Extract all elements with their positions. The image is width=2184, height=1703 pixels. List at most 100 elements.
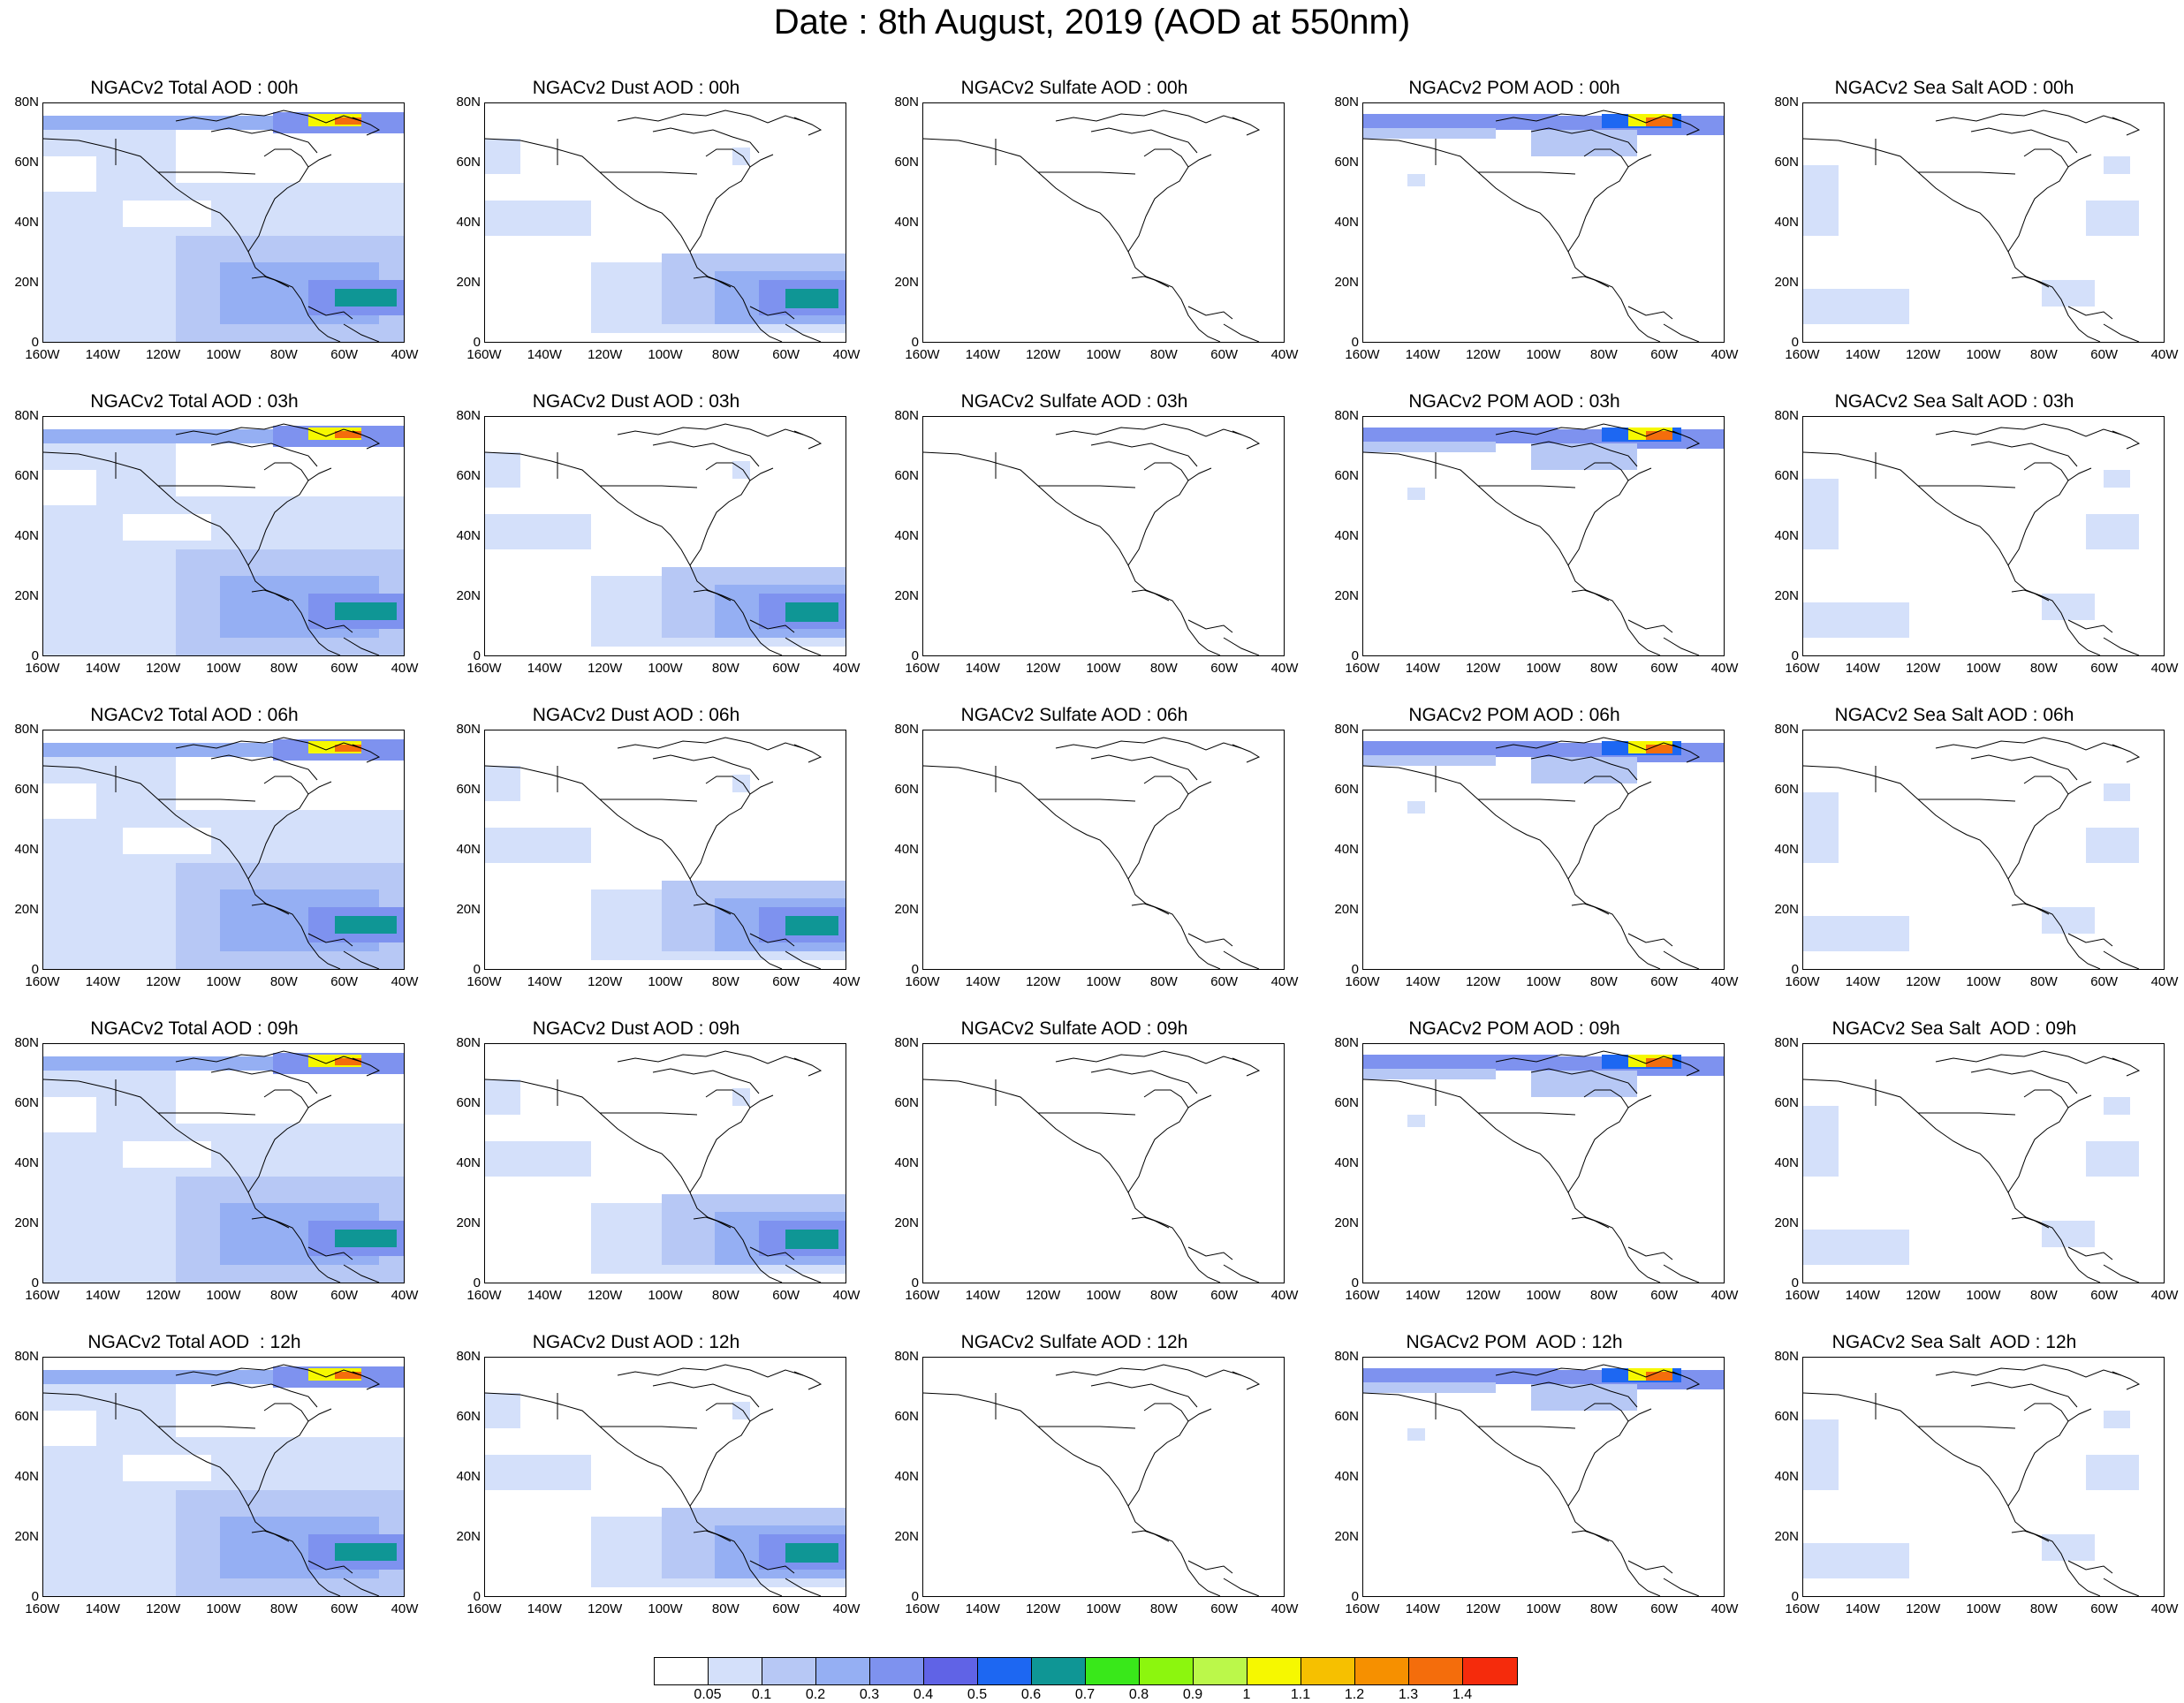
- map-svg: [923, 1050, 1261, 1283]
- lat-tick-label: 0: [911, 1275, 919, 1290]
- lon-tick-label: 120W: [1906, 1288, 1941, 1303]
- coastline-path-4: [1583, 462, 1629, 481]
- lat-tick-label: 0: [1791, 648, 1799, 663]
- lon-tick-label: 80W: [1589, 661, 1618, 676]
- lon-tick-label: 160W: [1345, 1288, 1380, 1303]
- lon-tick-label: 120W: [1906, 1601, 1941, 1616]
- coastline-path-8: [2011, 589, 2050, 602]
- panel-title: NGACv2 Sea Salt AOD : 06h: [1834, 705, 2074, 725]
- coastline-path-10: [1663, 1578, 1700, 1596]
- map-panel-total-3: NGACv2 Total AOD : 09h 80N 60N 40N 20N 0 160W 1…: [0, 1018, 418, 1322]
- colorbar-tick-label: 0.6: [1020, 1687, 1042, 1702]
- pom-aod-field-6: [1363, 755, 1496, 766]
- panel-title: NGACv2 Sulfate AOD : 12h: [960, 1332, 1188, 1352]
- lon-tick-label: 100W: [1086, 661, 1121, 676]
- lat-tick-label: 40N: [14, 1469, 39, 1484]
- coastline-path-2: [617, 423, 804, 437]
- lon-tick-label: 40W: [391, 1288, 419, 1303]
- lon-tick-label: 160W: [25, 347, 60, 362]
- coastline-path-10: [785, 323, 822, 342]
- panel-title: NGACv2 Total AOD : 03h: [90, 391, 299, 412]
- lon-tick-label: 140W: [1405, 661, 1440, 676]
- lat-tick-label: 80N: [456, 722, 481, 737]
- lat-tick-label: 20N: [456, 1215, 481, 1230]
- lon-tick-label: 120W: [1466, 974, 1501, 989]
- coastline-path-5: [793, 117, 823, 136]
- map-svg: [43, 737, 404, 969]
- coastline-path-5: [352, 1057, 381, 1077]
- colorbar-swatch-3: [816, 1658, 870, 1684]
- coastline-path-3: [1530, 1068, 1638, 1094]
- lat-tick-label: 60N: [14, 468, 39, 483]
- lon-tick-label: 60W: [1210, 1601, 1239, 1616]
- map-svg: [43, 423, 404, 655]
- map-svg: [485, 737, 846, 969]
- seasalt-aod-field-4: [2104, 1411, 2130, 1428]
- lat-tick-label: 80N: [456, 1349, 481, 1364]
- coastline-path-3: [1090, 1068, 1198, 1094]
- lon-tick-label: 60W: [1210, 347, 1239, 362]
- lat-tick-label: 20N: [1774, 1215, 1799, 1230]
- coastline-path-10: [1223, 637, 1260, 655]
- lon-tick-label: 140W: [1405, 1288, 1440, 1303]
- coastline-path-6: [158, 1112, 256, 1116]
- coastline-path-1: [689, 781, 774, 880]
- lon-tick-label: 140W: [965, 661, 1000, 676]
- coastline-path-9: [1187, 619, 1233, 633]
- lon-tick-label: 40W: [2150, 661, 2179, 676]
- lon-tick-label: 60W: [772, 1288, 800, 1303]
- seasalt-aod-field-2: [2086, 828, 2139, 863]
- coastline-path-3: [1970, 127, 2078, 154]
- map-svg: [485, 110, 846, 342]
- dust-aod-field-0: [485, 1141, 591, 1177]
- lon-tick-label: 140W: [1405, 1601, 1440, 1616]
- lat-tick-label: 20N: [894, 588, 919, 603]
- colorbar: [654, 1657, 1518, 1685]
- pom-aod-field-7: [1407, 1428, 1425, 1441]
- coastline-path-1: [1127, 154, 1212, 253]
- coastline-path-9: [307, 1560, 353, 1574]
- lon-tick-label: 100W: [648, 974, 683, 989]
- coastline-path-6: [600, 799, 698, 802]
- lon-tick-label: 60W: [330, 347, 359, 362]
- lon-tick-label: 120W: [1906, 661, 1941, 676]
- lat-tick-label: 60N: [14, 782, 39, 797]
- lat-tick-label: 60N: [14, 1095, 39, 1110]
- map-plot-area: [484, 730, 846, 970]
- coastline-path-3: [210, 127, 318, 154]
- coastline-path-1: [2007, 154, 2092, 253]
- lon-tick-label: 60W: [1650, 974, 1679, 989]
- coastline-path-1: [1127, 781, 1212, 880]
- map-svg: [1363, 1050, 1724, 1283]
- coastline-path-9: [1627, 1246, 1673, 1260]
- coastline-path-5: [1672, 430, 1701, 450]
- seasalt-aod-field-1: [1803, 1106, 1839, 1177]
- map-panel-total-0: NGACv2 Total AOD : 00h 80N 60N 40N 20N 0 160W 1…: [0, 78, 418, 382]
- lon-tick-label: 160W: [905, 347, 940, 362]
- lat-tick-label: 60N: [1774, 782, 1799, 797]
- seasalt-aod-field-1: [1803, 165, 1839, 236]
- lat-tick-label: 0: [31, 1589, 39, 1604]
- colorbar-tick-label: 1: [1242, 1687, 1251, 1702]
- coastline-path-8: [251, 1530, 290, 1542]
- coastline-path-6: [1918, 485, 2016, 488]
- lat-tick-label: 80N: [1774, 408, 1799, 423]
- pom-aod-field-0: [1363, 428, 1558, 443]
- coastline-path-10: [2103, 950, 2140, 969]
- lat-tick-label: 40N: [1774, 215, 1799, 230]
- seasalt-aod-field-3: [2042, 280, 2095, 307]
- coastline-path-1: [689, 467, 774, 566]
- coastline-path-0: [43, 138, 341, 342]
- coastline-path-0: [485, 1392, 783, 1596]
- map-plot-area: [42, 416, 405, 656]
- lat-tick-label: 60N: [1334, 1409, 1359, 1424]
- coastline-path-4: [705, 148, 751, 168]
- coastline-path-1: [2007, 1408, 2092, 1507]
- lat-tick-label: 40N: [14, 1155, 39, 1170]
- map-plot-area: [484, 102, 846, 343]
- coastline-path-2: [1495, 423, 1682, 437]
- colorbar-tick-label: 0.7: [1074, 1687, 1096, 1702]
- coastline-path-0: [1363, 451, 1661, 655]
- coastline-path-0: [923, 765, 1221, 969]
